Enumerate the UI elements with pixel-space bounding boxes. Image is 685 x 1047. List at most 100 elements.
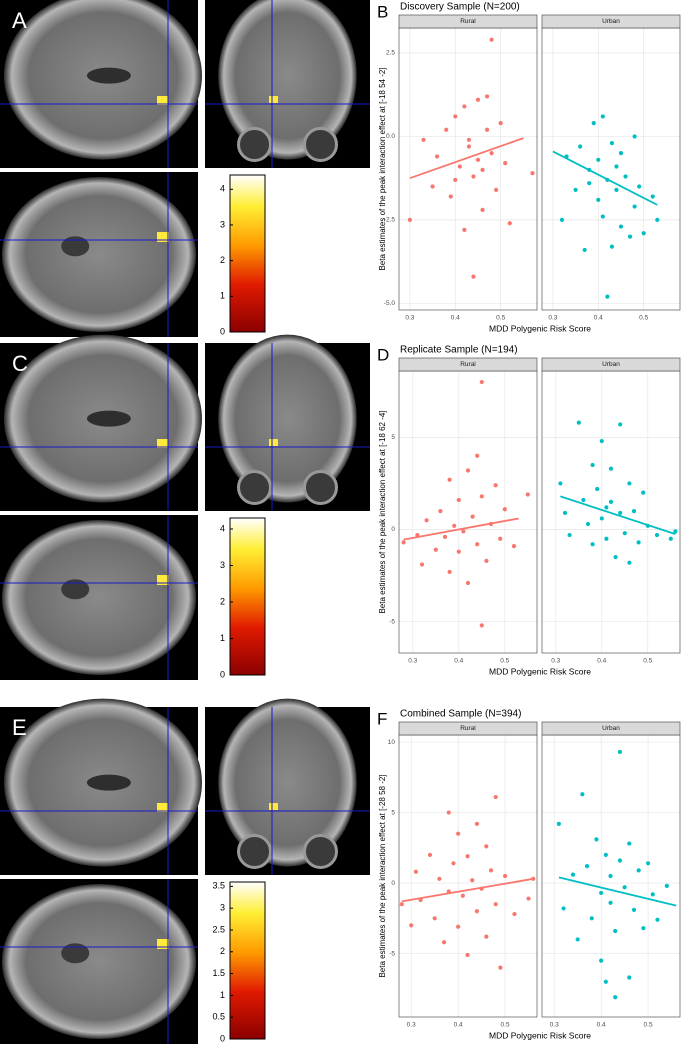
fit-line xyxy=(409,137,524,180)
colorbar xyxy=(229,517,266,676)
data-point xyxy=(562,510,568,516)
colorbar-tick-label: 1 xyxy=(220,990,225,1000)
data-point xyxy=(456,497,461,503)
colorbar-tick-label: 2 xyxy=(220,946,225,956)
data-point xyxy=(594,837,599,842)
x-tick-label: 0.4 xyxy=(597,1022,606,1029)
data-point xyxy=(623,174,628,179)
facet-panel xyxy=(399,371,537,653)
colorbar-tick-label: 0 xyxy=(220,326,225,336)
data-point xyxy=(608,466,614,471)
activation-blob xyxy=(269,96,278,103)
panel-label: C xyxy=(12,351,28,376)
data-point xyxy=(462,227,467,233)
data-point xyxy=(480,167,485,172)
x-tick-label: 0.5 xyxy=(501,1022,510,1029)
data-point xyxy=(613,928,618,934)
y-tick-label: 2.5 xyxy=(386,50,395,57)
data-point xyxy=(465,580,471,586)
data-point xyxy=(590,462,595,468)
fit-line xyxy=(560,495,676,535)
x-axis-label: MDD Polygenic Risk Score xyxy=(489,666,591,676)
data-point xyxy=(494,187,499,192)
y-axis-label: Beta estimates of the peak interaction e… xyxy=(378,774,387,977)
panel-label: B xyxy=(377,2,388,21)
data-point xyxy=(636,868,641,873)
data-point xyxy=(613,995,618,1000)
data-point xyxy=(600,114,605,119)
data-point xyxy=(503,161,508,166)
data-point xyxy=(462,104,467,109)
data-point xyxy=(484,844,489,849)
data-point xyxy=(655,917,660,922)
colorbar-tick-label: 1.5 xyxy=(212,968,225,978)
x-tick-label: 0.4 xyxy=(597,658,606,665)
chart-title: Combined Sample (N=394) xyxy=(400,709,521,720)
y-tick-label: 10 xyxy=(388,739,396,746)
y-tick-label: -5.0 xyxy=(384,300,396,307)
data-point xyxy=(576,420,581,425)
data-point xyxy=(448,194,453,199)
brain-slice xyxy=(1,883,197,1040)
data-point xyxy=(627,234,633,239)
data-point xyxy=(493,902,498,907)
data-point xyxy=(457,164,462,169)
data-point xyxy=(603,979,608,984)
facet-panel xyxy=(399,28,537,310)
data-point xyxy=(655,217,660,222)
data-point xyxy=(631,907,637,912)
y-tick-label: 0.0 xyxy=(386,133,395,140)
data-point xyxy=(512,911,517,917)
facet-strip xyxy=(541,721,681,736)
data-point xyxy=(407,217,412,222)
facet-panel xyxy=(542,28,680,310)
data-point xyxy=(654,532,660,538)
data-point xyxy=(502,873,508,879)
data-point xyxy=(632,204,637,209)
activation-blob xyxy=(269,803,278,810)
data-point xyxy=(668,536,673,541)
colorbar-tick-label: 2.5 xyxy=(212,924,225,934)
data-point xyxy=(470,514,475,519)
data-point xyxy=(609,244,615,249)
activation-blob xyxy=(157,96,168,105)
data-point xyxy=(585,521,591,527)
data-point xyxy=(466,137,472,142)
activation-blob xyxy=(157,232,169,242)
data-point xyxy=(489,151,494,156)
data-point xyxy=(437,876,442,881)
facet-label: Rural xyxy=(460,361,476,368)
data-point xyxy=(599,958,604,963)
x-tick-label: 0.3 xyxy=(405,315,414,322)
data-point xyxy=(590,542,595,547)
x-tick-label: 0.4 xyxy=(454,1022,463,1029)
brain-slice xyxy=(218,334,357,503)
data-point xyxy=(479,494,484,499)
data-point xyxy=(511,543,517,549)
data-point xyxy=(498,965,503,970)
data-point xyxy=(618,151,624,156)
data-point xyxy=(475,542,480,547)
data-point xyxy=(645,861,651,866)
facet-strip xyxy=(541,14,681,29)
data-point xyxy=(641,926,646,931)
data-point xyxy=(466,144,472,149)
y-tick-label: -5 xyxy=(389,950,395,957)
data-point xyxy=(596,157,601,162)
data-point xyxy=(641,231,646,236)
data-point xyxy=(604,536,609,541)
data-point xyxy=(401,540,406,545)
facet-label: Urban xyxy=(602,725,620,732)
colorbar-tick-label: 3 xyxy=(220,219,225,229)
colorbar-tick-label: 1 xyxy=(220,291,225,301)
facet-strip xyxy=(398,721,538,736)
data-point xyxy=(502,507,507,512)
data-point xyxy=(617,858,623,863)
colorbar xyxy=(229,881,266,1040)
fit-line xyxy=(403,517,519,541)
data-point xyxy=(461,529,466,534)
midbrain xyxy=(61,236,90,257)
facet-panel xyxy=(542,371,680,653)
facet-label: Urban xyxy=(602,18,620,25)
